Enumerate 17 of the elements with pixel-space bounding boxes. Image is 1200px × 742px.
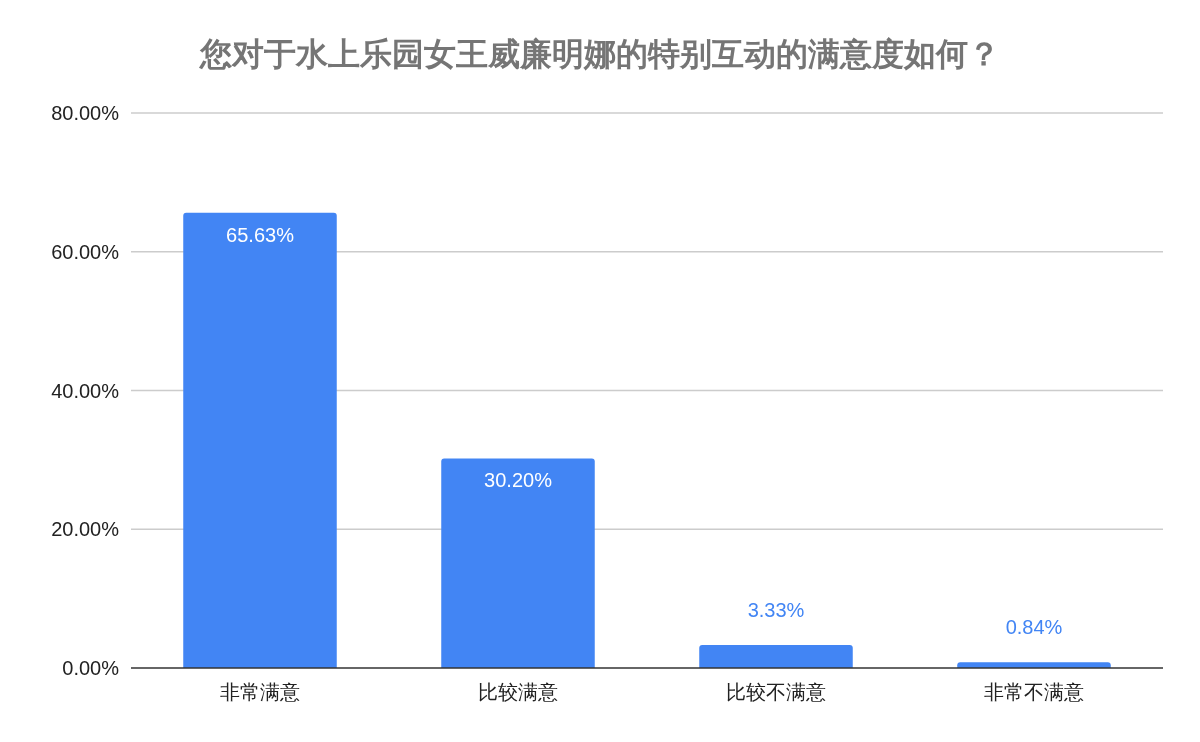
data-label: 30.20% — [484, 469, 553, 492]
data-label: 3.33% — [747, 598, 805, 621]
x-tick-label: 比较满意 — [478, 681, 558, 703]
data-label: 0.84% — [1005, 616, 1063, 639]
bar — [183, 212, 337, 668]
y-tick-label: 60.00% — [51, 240, 120, 263]
x-tick-label: 非常不满意 — [984, 681, 1084, 703]
data-label: 65.63% — [226, 223, 295, 246]
y-tick-label: 20.00% — [51, 518, 120, 541]
x-tick-label: 比较不满意 — [726, 681, 826, 703]
chart-title: 您对于水上乐园女王威廉明娜的特别互动的满意度如何？ — [198, 36, 1000, 72]
bar — [441, 458, 595, 668]
bar — [699, 644, 853, 668]
x-tick-label: 非常满意 — [220, 681, 300, 703]
y-tick-label: 80.00% — [51, 102, 120, 124]
y-tick-label: 0.00% — [62, 657, 120, 679]
y-tick-label: 40.00% — [51, 379, 120, 402]
